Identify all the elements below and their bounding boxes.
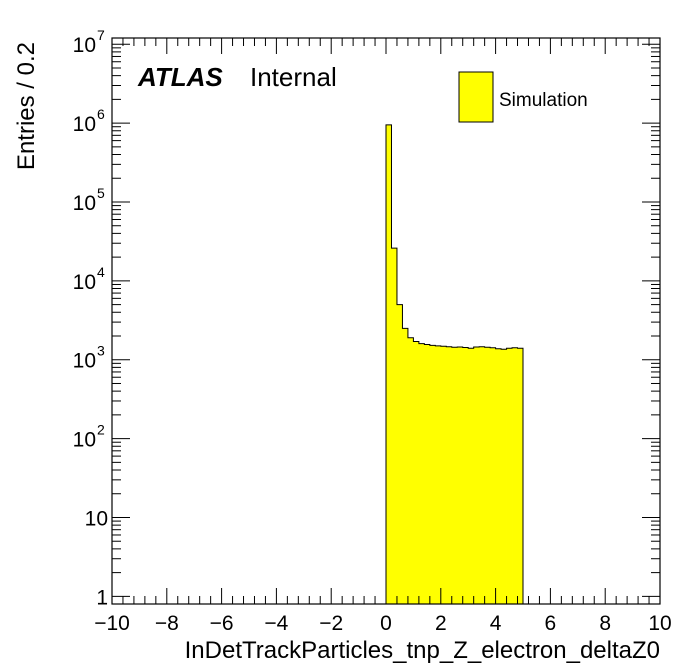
histogram-bar [440,346,447,604]
histogram-bars [386,124,524,604]
x-tick-label: −2 [319,612,343,635]
histogram-bar [391,248,398,604]
x-tick-label: 8 [599,612,611,635]
histogram-bar [386,124,392,604]
y-tick-label: 10 [73,271,96,294]
histogram-bar [473,347,480,604]
histogram-bar [484,347,491,604]
y-axis-title: Entries / 0.2 [13,42,40,170]
histogram-bar [396,304,403,604]
y-tick-exponent: 5 [97,185,105,201]
histogram-bar [424,344,431,604]
histogram-bar [506,348,513,604]
histogram-bar [418,343,425,604]
histogram-bar [429,345,436,604]
y-tick-exponent: 7 [97,27,105,43]
legend: Simulation [458,71,588,123]
histogram-bar [501,349,507,604]
histogram-bar [468,348,475,604]
y-tick-label: 1 [96,586,108,609]
y-tick-label: 10 [73,429,96,452]
x-tick-label: 4 [490,612,502,635]
histogram-bar [413,341,420,604]
x-axis-title: InDetTrackParticles_tnp_Z_electron_delta… [185,637,660,664]
atlas-status-label: Internal [250,62,337,92]
x-tick-label: 0 [380,612,392,635]
histogram-bar [495,348,502,604]
y-tick-exponent: 3 [97,343,105,359]
axis-ticks [111,38,661,604]
y-tick-exponent: 2 [97,422,105,438]
histogram-bar [490,347,496,604]
histogram-outline [385,124,524,604]
legend-entry-label: Simulation [499,90,588,111]
histogram-bar [407,337,414,604]
histogram-bar [512,347,518,604]
histogram-bar [435,345,442,604]
x-tick-label: 10 [648,612,671,635]
histogram-bar [517,348,524,604]
y-tick-label: 10 [85,507,108,530]
x-tick-label: −10 [94,612,130,635]
atlas-label: ATLAS [137,62,223,92]
histogram-bar [457,347,464,604]
y-tick-exponent: 4 [97,264,105,280]
x-tick-label: 6 [545,612,557,635]
histogram-bar [451,347,458,604]
histogram-bar [462,347,469,604]
legend-swatch [458,71,494,123]
y-tick-label: 10 [73,350,96,373]
y-tick-exponent: 6 [97,106,105,122]
y-tick-label: 10 [73,34,96,57]
x-tick-labels: −10 −8 −6 −4 −2 0 2 4 6 8 10 [94,612,671,635]
plot-frame [111,37,661,605]
histogram-bar [446,346,453,604]
x-tick-label: −6 [210,612,234,635]
x-tick-label: −4 [264,612,288,635]
histogram-bar [479,346,486,604]
y-tick-label: 10 [73,192,96,215]
x-tick-label: 2 [435,612,447,635]
histogram-bar [402,328,409,604]
y-tick-label: 10 [73,113,96,136]
x-tick-label: −8 [155,612,179,635]
